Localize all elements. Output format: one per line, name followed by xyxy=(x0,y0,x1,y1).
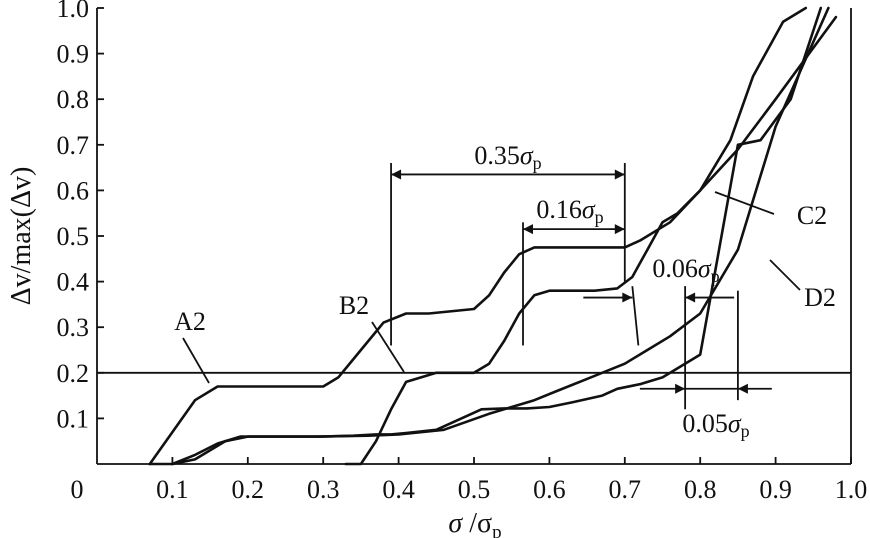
curve-c2 xyxy=(171,6,823,466)
dim-016-label: 0.16σp xyxy=(536,195,603,227)
x-tick-label: 0.2 xyxy=(232,475,265,504)
dim-006-arrow-left xyxy=(622,292,633,303)
dim-035-arrow-left xyxy=(391,169,402,180)
y-tick-label: 0.9 xyxy=(57,40,90,69)
curves xyxy=(148,6,838,466)
leader-a2 xyxy=(182,337,210,384)
x-tick-label: 0.4 xyxy=(382,475,415,504)
leader-d2 xyxy=(769,259,801,291)
x-tick-label: 0.1 xyxy=(156,475,189,504)
dim-035-label: 0.35σp xyxy=(474,141,541,173)
y-tick-label: 0.3 xyxy=(57,313,90,342)
y-tick-label: 0.1 xyxy=(57,404,90,433)
y-tick-label: 0.5 xyxy=(57,222,90,251)
x-tick-label: 0.7 xyxy=(609,475,642,504)
x-tick-label: 0.3 xyxy=(307,475,340,504)
dim-035-arrow-right xyxy=(614,169,625,180)
y-tick-label: 0.4 xyxy=(57,268,90,297)
y-tick-label: 0.6 xyxy=(57,176,90,205)
dim-016-arrow-right xyxy=(614,224,625,235)
label-c2: C2 xyxy=(797,201,827,230)
dim-006-label: 0.06σp xyxy=(652,254,719,286)
y-tick-label: 0.8 xyxy=(57,85,90,114)
curve-a2 xyxy=(148,6,808,466)
x-tick-label: 0 xyxy=(71,475,84,504)
dim-005-label: 0.05σp xyxy=(682,409,749,441)
x-tick-label: 0.5 xyxy=(458,475,491,504)
x-tick-label: 0.9 xyxy=(759,475,792,504)
dim-006-arrow-right xyxy=(685,292,696,303)
y-axis-title: Δv/max(Δv) xyxy=(6,167,37,306)
label-b2: B2 xyxy=(339,291,369,320)
curve-d2 xyxy=(344,15,838,466)
leader-c2 xyxy=(714,191,775,215)
dim-005-arrow-left xyxy=(675,383,686,394)
leader-b2 xyxy=(371,321,405,373)
curve-b2 xyxy=(148,6,830,466)
y-tick-label: 1.0 xyxy=(57,0,90,23)
x-tick-label: 1.0 xyxy=(835,475,868,504)
y-tick-label: 0.2 xyxy=(57,359,90,388)
x-tick-label: 0.6 xyxy=(533,475,566,504)
label-d2: D2 xyxy=(804,283,836,312)
dim-006-ext-left xyxy=(631,286,640,346)
dim-005-arrow-right xyxy=(737,383,748,394)
label-a2: A2 xyxy=(174,307,206,336)
dim-016-arrow-left xyxy=(523,224,534,235)
axes: 0 0.1 0.2 0.3 0.4 0.5 0.6 0.7 0.8 0.9 1.0 0.1 0.2 0.3… xyxy=(6,0,867,538)
x-tick-label: 0.8 xyxy=(684,475,717,504)
y-tick-label: 0.7 xyxy=(57,131,90,160)
x-axis-title: σ /σp xyxy=(448,508,501,538)
annotations: 0.35σp 0.16σp 0.06σp 0.05σp A2 B2 C2 D2 xyxy=(174,141,836,441)
